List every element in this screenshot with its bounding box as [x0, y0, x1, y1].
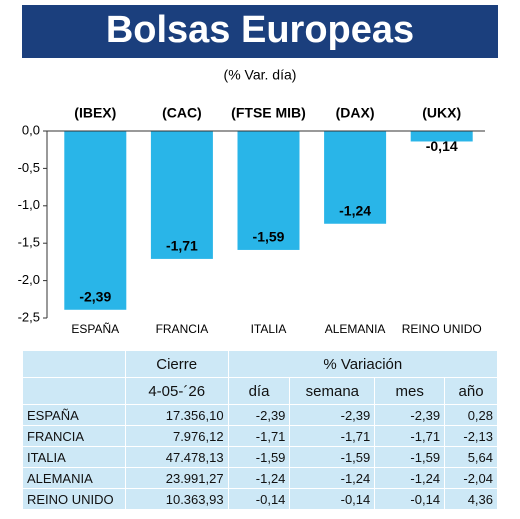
table-cell: 7.976,12	[124, 425, 229, 447]
chart-title: Bolsas Europeas	[106, 9, 414, 51]
table-row: 4-05-´26 día semana mes año	[22, 377, 498, 405]
table-cell: 23.991,27	[124, 467, 229, 489]
table-cell: -1,59	[289, 446, 376, 468]
index-label: (UKX)	[422, 105, 461, 121]
table-cell: -1,59	[227, 446, 291, 468]
chart: Bolsas Europeas (% Var. día) 0,0 -0,5 -1,0…	[18, 5, 498, 336]
table-cell	[22, 350, 126, 378]
table-row: ITALIA 47.478,13 -1,59 -1,59 -1,59 5,64	[22, 446, 498, 468]
table-cell: día	[227, 377, 291, 405]
bar	[150, 131, 213, 259]
table-cell: -1,24	[374, 467, 446, 489]
table-cell: -2,39	[374, 404, 446, 426]
table-cell: ALEMANIA	[22, 467, 126, 489]
y-tick-label: -1,0	[18, 197, 40, 212]
bar	[64, 131, 127, 310]
table-cell: -2,39	[227, 404, 291, 426]
value-label: -2,39	[79, 288, 111, 304]
x-tick-label: REINO UNIDO	[402, 322, 482, 336]
x-tick-label: ESPAÑA	[71, 322, 119, 336]
value-label: -1,59	[253, 229, 285, 245]
bar	[410, 131, 473, 142]
x-tick-label: FRANCIA	[156, 322, 209, 336]
table-cell: 4,36	[444, 488, 498, 510]
table-cell: 47.478,13	[124, 446, 229, 468]
table-cell: -2,39	[289, 404, 376, 426]
table-cell: -1,71	[289, 425, 376, 447]
table-cell: Cierre	[124, 350, 229, 378]
table-cell: % Variación	[227, 350, 499, 378]
table-cell: 5,64	[444, 446, 498, 468]
y-tick-label: -2,5	[18, 309, 40, 324]
table-cell: REINO UNIDO	[22, 488, 126, 510]
table-cell	[22, 377, 126, 405]
value-label: -1,71	[166, 238, 198, 254]
index-label: (IBEX)	[74, 105, 116, 121]
index-label: (FTSE MIB)	[231, 105, 306, 121]
table-cell: 4-05-´26	[124, 377, 229, 405]
table-cell: ITALIA	[22, 446, 126, 468]
x-tick-label: ITALIA	[251, 322, 287, 336]
table-cell: ESPAÑA	[22, 404, 126, 426]
y-tick-label: -0,5	[18, 160, 40, 175]
table-row: ESPAÑA 17.356,10 -2,39 -2,39 -2,39 0,28	[22, 404, 498, 426]
table-cell: 0,28	[444, 404, 498, 426]
table-cell: -2,04	[444, 467, 498, 489]
y-tick-label: -2,0	[18, 272, 40, 287]
data-table: Cierre% Variación 4-05-´26 día semana mes año…	[22, 350, 499, 510]
table-cell: 17.356,10	[124, 404, 229, 426]
table-cell: -0,14	[227, 488, 291, 510]
table-row: ALEMANIA 23.991,27 -1,24 -1,24 -1,24 -2,04	[22, 467, 498, 489]
table-cell: -2,13	[444, 425, 498, 447]
table-cell: -1,59	[374, 446, 446, 468]
table-cell: 10.363,93	[124, 488, 229, 510]
bar	[237, 131, 300, 250]
chart-subtitle: (% Var. día)	[224, 67, 297, 83]
table-cell: -1,24	[227, 467, 291, 489]
table-cell: -0,14	[374, 488, 446, 510]
table-row: REINO UNIDO 10.363,93 -0,14 -0,14 -0,14 4,36	[22, 488, 498, 510]
table-cell: -0,14	[289, 488, 376, 510]
bar	[324, 131, 387, 224]
table-row: Cierre% Variación	[22, 350, 499, 378]
table-cell: -1,71	[374, 425, 446, 447]
title-banner	[22, 5, 498, 58]
value-label: -0,14	[426, 138, 458, 154]
table-cell: -1,71	[227, 425, 291, 447]
table-cell: mes	[374, 377, 446, 405]
table-cell: FRANCIA	[22, 425, 126, 447]
table-cell: -1,24	[289, 467, 376, 489]
y-tick-label: -1,5	[18, 235, 40, 250]
value-label: -1,24	[339, 202, 371, 218]
table-cell: año	[444, 377, 498, 405]
table-row: FRANCIA 7.976,12 -1,71 -1,71 -1,71 -2,13	[22, 425, 498, 447]
x-tick-label: ALEMANIA	[325, 322, 386, 336]
y-tick-label: 0,0	[22, 122, 40, 137]
index-label: (DAX)	[336, 105, 375, 121]
table-cell: semana	[289, 377, 376, 405]
index-label: (CAC)	[162, 105, 202, 121]
